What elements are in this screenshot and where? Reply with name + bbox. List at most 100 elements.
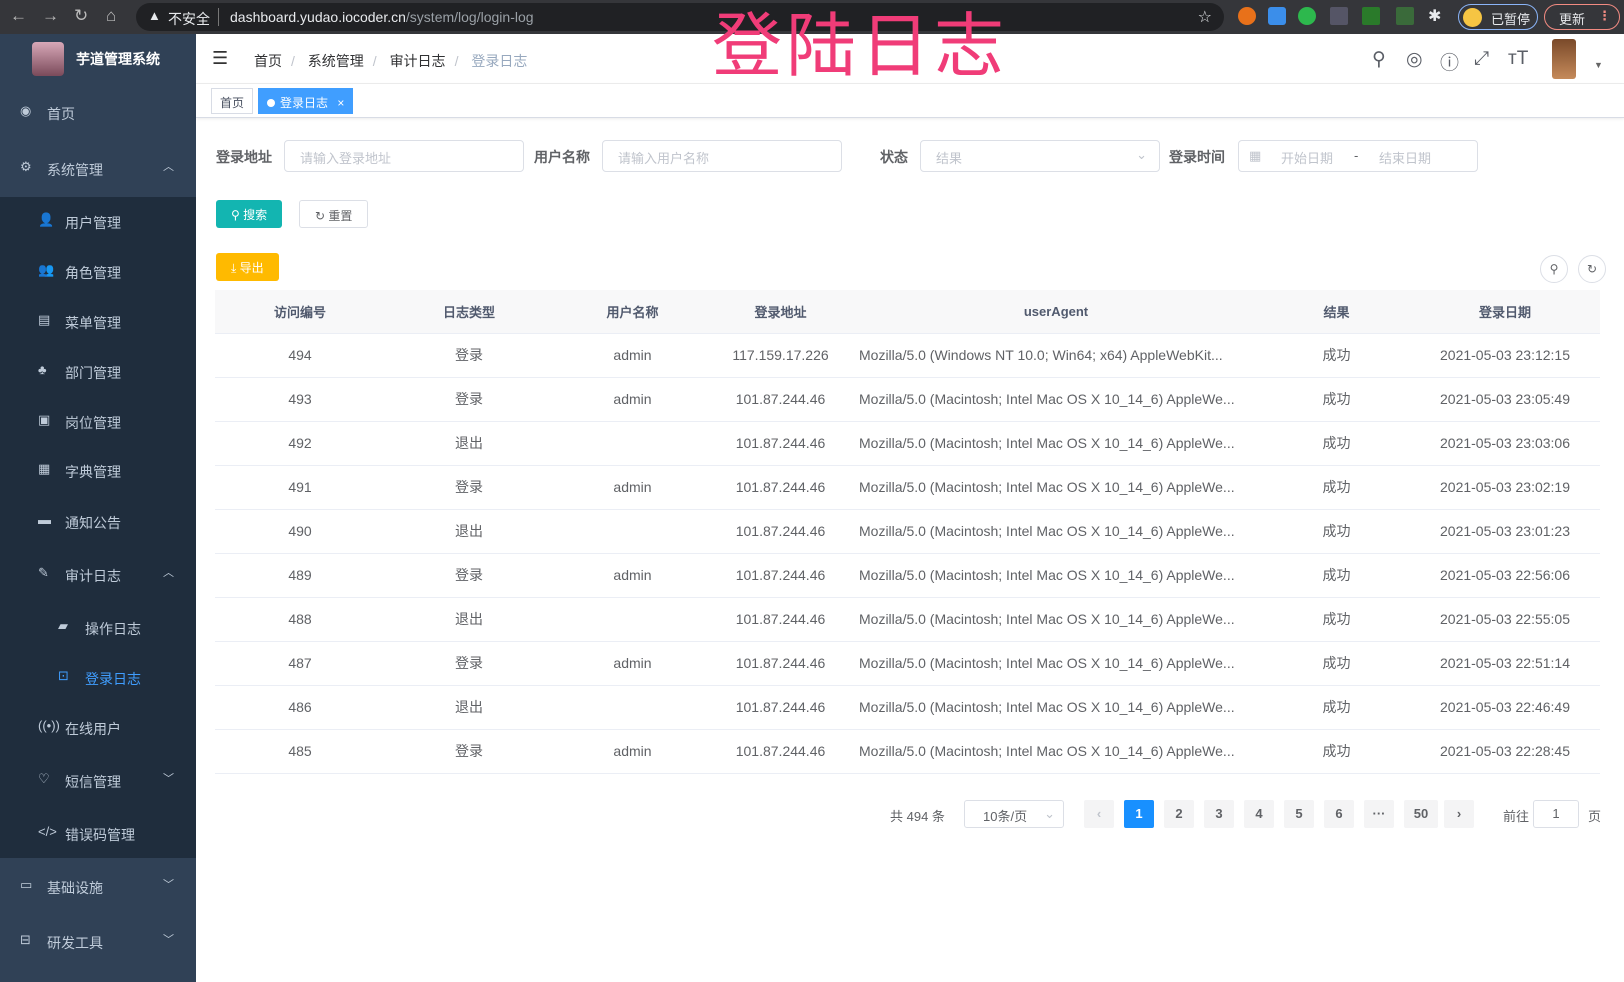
sidebar-item-label: 菜单管理 (65, 315, 121, 331)
update-button[interactable]: 更新 ⋮ (1544, 4, 1620, 30)
page-button[interactable]: 3 (1204, 800, 1234, 828)
table-cell: admin (553, 333, 712, 378)
sidebar-item[interactable]: ((•)) 在线用户 (0, 703, 196, 753)
page-button[interactable]: 1 (1124, 800, 1154, 828)
table-row[interactable]: 488 退出 101.87.244.46 Mozilla/5.0 (Macintosh… (215, 597, 1600, 642)
table-row[interactable]: 489 登录 admin 101.87.244.46 Mozilla/5.0 (Maci… (215, 553, 1600, 598)
sidebar-item[interactable]: ▬ 通知公告 (0, 497, 196, 547)
table-row[interactable]: 492 退出 101.87.244.46 Mozilla/5.0 (Macintosh… (215, 421, 1600, 466)
sidebar-item-label: 通知公告 (65, 515, 121, 531)
paused-label: 已暂停 (1491, 12, 1531, 27)
hamburger-icon[interactable]: ☰ (212, 48, 229, 68)
username-input[interactable]: 请输入用户名称 (602, 140, 842, 172)
table-row[interactable]: 494 登录 admin 117.159.17.226 Mozilla/5.0 (Win… (215, 333, 1600, 378)
table-cell: 101.87.244.46 (712, 553, 849, 598)
page-size-select[interactable]: 10条/页 ⌄ (964, 800, 1064, 828)
table-row[interactable]: 485 登录 admin 101.87.244.46 Mozilla/5.0 (Maci… (215, 729, 1600, 774)
table-row[interactable]: 493 登录 admin 101.87.244.46 Mozilla/5.0 (Maci… (215, 377, 1600, 422)
sidebar-item[interactable]: ◉ 首页 (0, 88, 196, 138)
sidebar-item[interactable]: ♡ 短信管理 ﹀ (0, 756, 196, 806)
table-cell: 成功 (1263, 685, 1410, 730)
monitor-icon: ▭ (20, 877, 33, 892)
table-cell: 491 (215, 465, 385, 510)
sidebar-item[interactable]: ▰ 操作日志 (0, 603, 196, 653)
table-row[interactable]: 491 登录 admin 101.87.244.46 Mozilla/5.0 (Maci… (215, 465, 1600, 510)
profile-paused-button[interactable]: 已暂停 (1458, 4, 1538, 30)
date-range-picker[interactable]: ▦ 开始日期 - 结束日期 (1238, 140, 1478, 172)
page-button[interactable]: ··· (1364, 800, 1394, 828)
extension-on-icon[interactable] (1362, 7, 1380, 25)
prev-page-button[interactable]: ‹ (1084, 800, 1114, 828)
page-button[interactable]: 2 (1164, 800, 1194, 828)
tag-login-log[interactable]: 登录日志 × (258, 88, 354, 114)
back-icon[interactable]: ← (10, 6, 27, 25)
sidebar-item[interactable]: ✎ 审计日志 ︿ (0, 550, 196, 600)
reset-button[interactable]: ↻ 重置 (299, 200, 369, 228)
download-icon: ⤓ (231, 261, 237, 275)
avatar-dropdown-icon[interactable]: ▼ (1594, 60, 1603, 70)
toggle-search-button[interactable]: ⚲ (1540, 255, 1568, 283)
url-text: dashboard.yudao.iocoder.cn/system/log/lo… (230, 9, 534, 25)
sidebar-item[interactable]: ▦ 字典管理 (0, 446, 196, 496)
sidebar-item[interactable]: ▣ 岗位管理 (0, 397, 196, 447)
sidebar-item[interactable]: 👤 用户管理 (0, 197, 196, 247)
breadcrumb-home[interactable]: 首页 (254, 53, 282, 69)
puzzle-icon[interactable]: ✱ (1428, 8, 1442, 25)
log-icon: ✎ (38, 565, 49, 580)
sidebar-item[interactable]: ▭ 基础设施 ﹀ (0, 862, 196, 912)
tag-home[interactable]: 首页 (211, 88, 254, 114)
extension-grid-icon[interactable] (1330, 7, 1348, 25)
table-cell: admin (553, 465, 712, 510)
sidebar-item[interactable]: ♣ 部门管理 (0, 347, 196, 397)
shield-icon: ♡ (38, 771, 50, 786)
github-icon[interactable]: ◎ (1406, 49, 1423, 70)
next-page-button[interactable]: › (1444, 800, 1474, 828)
home-icon[interactable]: ⌂ (106, 6, 117, 25)
sidebar-item[interactable]: ⊡ 登录日志 (0, 653, 196, 703)
font-size-icon[interactable]: ᴛT (1508, 48, 1529, 69)
page-size-value: 10条/页 (983, 809, 1028, 824)
page-button[interactable]: 6 (1324, 800, 1354, 828)
extension-y-icon[interactable] (1298, 7, 1316, 25)
fullscreen-icon[interactable]: ⤢ (1474, 48, 1490, 69)
chevron-down-icon: ﹀ (163, 934, 174, 946)
table-row[interactable]: 486 退出 101.87.244.46 Mozilla/5.0 (Macintosh… (215, 685, 1600, 730)
page-button[interactable]: 50 (1404, 800, 1438, 828)
refresh-button[interactable]: ↻ (1578, 255, 1606, 283)
sidebar-item-label: 操作日志 (85, 621, 141, 637)
extension-leaf-icon[interactable] (1396, 7, 1414, 25)
avatar[interactable] (1552, 39, 1576, 79)
breadcrumb-audit[interactable]: 审计日志 (389, 53, 446, 69)
reload-icon[interactable]: ↻ (74, 6, 89, 25)
ip-input[interactable]: 请输入登录地址 (284, 140, 524, 172)
calendar-icon: ▦ (1249, 148, 1262, 163)
extension-gem-icon[interactable] (1268, 7, 1286, 25)
sidebar-item[interactable]: ⚙ 系统管理 ︿ (0, 144, 196, 194)
bookmark-star-icon[interactable]: ☆ (1197, 9, 1212, 26)
table-row[interactable]: 490 退出 101.87.244.46 Mozilla/5.0 (Macintosh… (215, 509, 1600, 554)
sidebar-item[interactable]: ⊟ 研发工具 ﹀ (0, 917, 196, 967)
start-date-input[interactable]: 开始日期 (1281, 151, 1334, 166)
sidebar-item-label: 研发工具 (47, 935, 103, 951)
sidebar-item[interactable]: ▤ 菜单管理 (0, 297, 196, 347)
page-button[interactable]: 4 (1244, 800, 1274, 828)
search-icon[interactable]: ⚲ (1372, 49, 1386, 70)
page-button[interactable]: 5 (1284, 800, 1314, 828)
table-cell: Mozilla/5.0 (Macintosh; Intel Mac OS X 1… (849, 641, 1263, 686)
search-button[interactable]: ⚲ 搜索 (216, 200, 283, 228)
end-date-input[interactable]: 结束日期 (1379, 151, 1432, 166)
breadcrumb-system[interactable]: 系统管理 (307, 53, 364, 69)
goto-page-input[interactable]: 1 (1533, 800, 1579, 828)
address-bar[interactable]: ▲ 不安全 dashboard.yudao.iocoder.cn/system/… (136, 3, 1224, 31)
sidebar-item[interactable]: </> 错误码管理 (0, 809, 196, 859)
forward-icon[interactable]: → (42, 6, 59, 25)
status-select[interactable]: 结果 ⌄ (920, 140, 1160, 172)
sidebar-item[interactable]: 👥 角色管理 (0, 247, 196, 297)
close-icon[interactable]: × (337, 96, 345, 110)
extension-icon[interactable] (1238, 7, 1256, 25)
export-button[interactable]: ⤓ 导出 (216, 253, 279, 281)
help-icon[interactable]: ⓘ (1440, 53, 1460, 74)
table-cell: 2021-05-03 22:51:14 (1410, 641, 1600, 686)
table-cell: 101.87.244.46 (712, 597, 849, 642)
table-row[interactable]: 487 登录 admin 101.87.244.46 Mozilla/5.0 (Maci… (215, 641, 1600, 686)
